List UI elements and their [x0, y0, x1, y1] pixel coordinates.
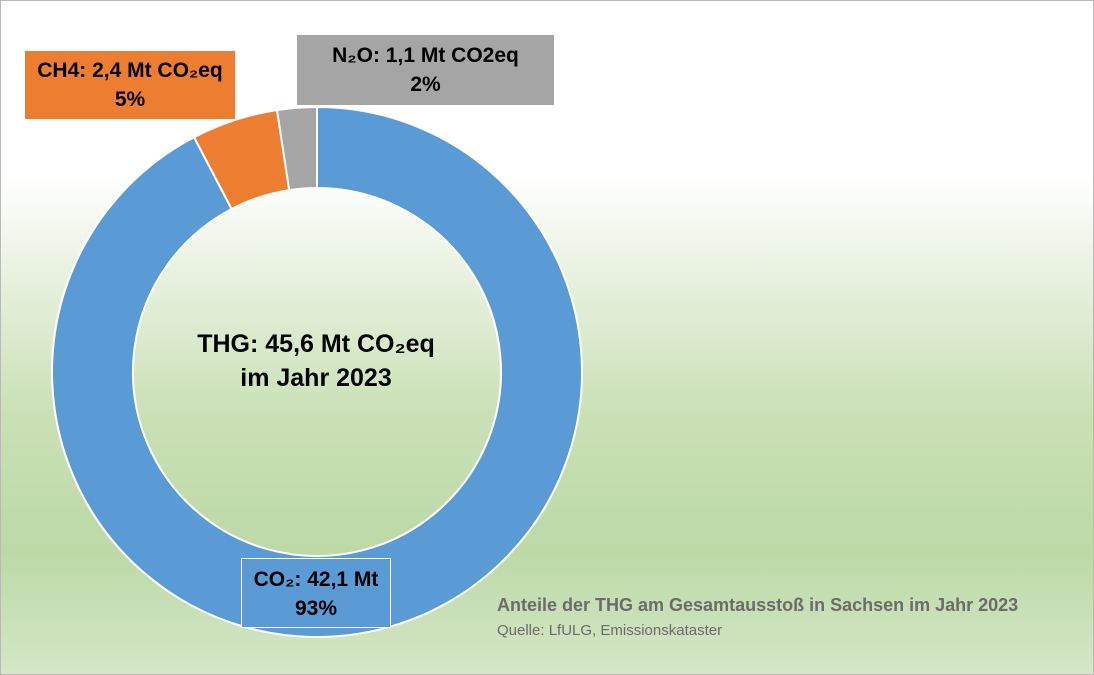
data-label-n2o: N₂O: 1,1 Mt CO2eq 2% — [297, 35, 554, 105]
data-label-ch4-value: CH4: 2,4 Mt CO₂eq — [37, 59, 223, 82]
chart-source: Quelle: LfULG, Emissionskataster — [497, 622, 723, 639]
center-title-line-1: THG: 45,6 Mt CO₂eq — [197, 330, 435, 358]
center-title-line-2: im Jahr 2023 — [240, 364, 392, 392]
chart-title: Anteile der THG am Gesamtausstoß in Sach… — [497, 595, 1019, 615]
center-title: THG: 45,6 Mt CO₂eq im Jahr 2023 — [164, 327, 468, 395]
donut-slice-co2 — [51, 105, 583, 638]
data-label-n2o-value: N₂O: 1,1 Mt CO2eq — [332, 44, 519, 67]
data-label-ch4: CH4: 2,4 Mt CO₂eq 5% — [25, 51, 235, 119]
data-label-ch4-percent: 5% — [114, 88, 146, 111]
data-label-co2: CO₂: 42,1 Mt 93% — [241, 558, 391, 628]
data-label-n2o-percent: 2% — [410, 73, 441, 96]
data-label-co2-value: CO₂: 42,1 Mt — [253, 568, 379, 591]
data-label-co2-percent: 93% — [294, 597, 338, 620]
donut-slice-n2o — [275, 105, 318, 192]
